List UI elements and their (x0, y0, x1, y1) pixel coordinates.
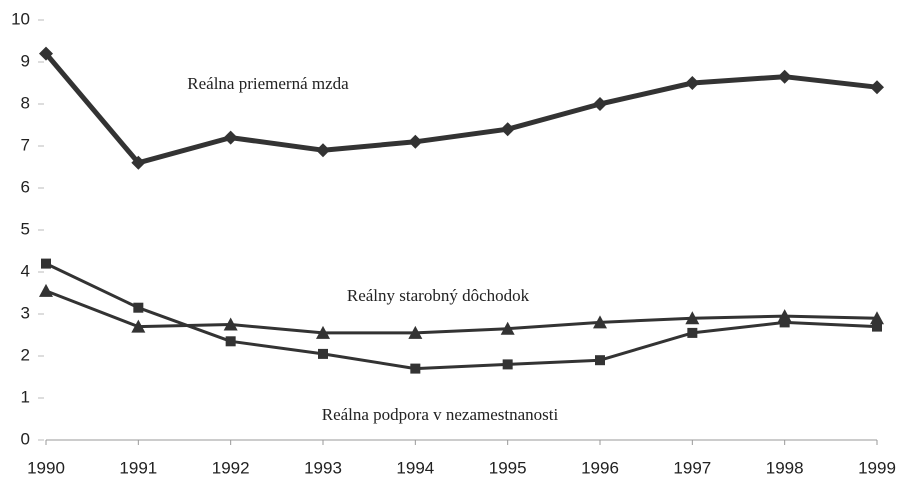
y-tick-label: 2 (21, 345, 30, 364)
diamond-marker (39, 46, 53, 61)
series-label: Reálna podpora v nezamestnanosti (322, 405, 559, 424)
x-tick-label: 1992 (212, 458, 250, 477)
square-marker (595, 355, 605, 366)
y-tick-label: 1 (21, 387, 30, 406)
x-tick-label: 1998 (766, 458, 804, 477)
y-tick-label: 7 (21, 135, 30, 154)
triangle-marker (316, 325, 330, 339)
diamond-marker (131, 155, 146, 170)
x-tick-label: 1996 (581, 458, 619, 477)
triangle-marker (408, 325, 423, 339)
triangle-marker (223, 317, 238, 331)
diamond-marker (316, 143, 330, 158)
square-marker (687, 327, 698, 338)
y-tick-label: 5 (21, 219, 30, 238)
diamond-marker (223, 130, 238, 145)
series-line (44, 51, 878, 166)
x-tick-label: 1999 (858, 458, 896, 477)
x-tick-label: 1991 (119, 458, 157, 477)
series-line (45, 262, 878, 371)
y-tick-label: 4 (21, 261, 30, 280)
square-marker (779, 317, 790, 328)
triangle-marker (39, 283, 53, 297)
diamond-marker (685, 76, 700, 90)
diamond-marker (408, 134, 423, 149)
square-marker (133, 302, 144, 313)
x-tick-label: 1995 (489, 458, 527, 477)
triangle-marker (593, 315, 607, 329)
series-label: Reálna priemerná mzda (187, 74, 349, 93)
triangle-marker (870, 311, 884, 325)
diamond-marker (777, 69, 792, 84)
y-tick-label: 9 (21, 51, 30, 70)
x-tick-label: 1997 (673, 458, 711, 477)
square-marker (410, 363, 421, 374)
y-tick-label: 3 (21, 303, 30, 322)
x-tick-label: 1990 (27, 458, 65, 477)
square-marker (318, 348, 328, 359)
triangle-marker (685, 311, 700, 325)
diamond-marker (593, 97, 607, 111)
square-marker (225, 336, 236, 347)
series-label: Reálny starobný dôchodok (347, 286, 530, 305)
diamond-marker (500, 122, 515, 137)
y-tick-label: 8 (21, 93, 30, 112)
y-tick-label: 10 (11, 9, 30, 28)
square-marker (41, 258, 51, 269)
x-tick-label: 1993 (304, 458, 342, 477)
y-tick-label: 6 (21, 177, 30, 196)
triangle-marker (131, 319, 146, 333)
diamond-marker (870, 80, 884, 95)
x-tick-label: 1994 (396, 458, 434, 477)
y-tick-label: 0 (21, 429, 30, 448)
triangle-marker (500, 321, 515, 335)
square-marker (502, 359, 513, 370)
square-marker (872, 321, 882, 332)
